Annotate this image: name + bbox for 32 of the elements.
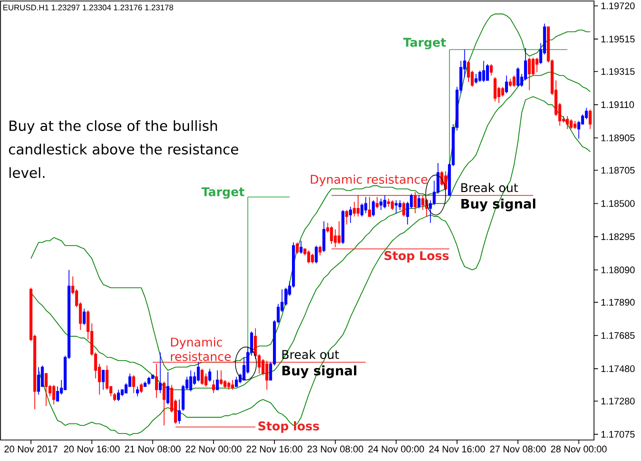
y-tick-label: 1.17480 — [601, 365, 635, 372]
series-label: Target — [202, 187, 244, 199]
y-tick-label: 1.17890 — [601, 298, 635, 306]
x-tick-label: 20 Nov 2017 — [4, 446, 58, 452]
y-tick-label: 1.17280 — [601, 398, 635, 404]
series-label: Stop Loss — [384, 251, 449, 262]
y-tick-label: 1.19720 — [601, 2, 635, 10]
y-tick-label: 1.18905 — [601, 134, 635, 142]
x-tick-label: 21 Nov 08:00 — [124, 446, 181, 452]
y-tick-label: 1.18705 — [601, 166, 635, 174]
y-tick-label: 1.17075 — [601, 430, 635, 438]
y-tick-label: 1.19110 — [601, 101, 634, 108]
y-tick-label: 1.19515 — [601, 36, 635, 42]
y-tick-label: 1.19315 — [601, 68, 635, 75]
y-tick-label: 1.18295 — [601, 233, 635, 240]
x-tick-label: 22 Nov 16:00 — [246, 446, 302, 452]
x-tick-label: 23 Nov 08:00 — [308, 446, 364, 452]
x-tick-label: 20 Nov 16:00 — [64, 446, 120, 452]
annotation: Buy at the close of the bullish candlestick above the resistance level. — [8, 120, 238, 178]
x-tick-label: 24 Nov 16:00 — [429, 446, 485, 452]
x-tick-label: 28 Nov 00:00 — [550, 446, 607, 452]
x-tick-label: 27 Nov 08:00 — [490, 446, 546, 452]
y-tick-label: 1.17685 — [601, 332, 635, 339]
y-tick-label: 1.18500 — [601, 200, 635, 207]
x-tick-label: 22 Nov 00:00 — [186, 446, 242, 452]
series-label: Target — [403, 38, 446, 50]
y-tick-label: 1.18090 — [601, 266, 635, 274]
series-label: Dynamic resistance — [310, 174, 428, 186]
series-label: Dynamic resistance — [170, 337, 231, 362]
x-tick-label: 24 Nov 00:00 — [368, 446, 424, 452]
chart-title: EURUSD.H1 1.23297 1.23304 1.23176 1.23178 — [3, 4, 174, 10]
series-label: Stop loss — [258, 421, 320, 433]
